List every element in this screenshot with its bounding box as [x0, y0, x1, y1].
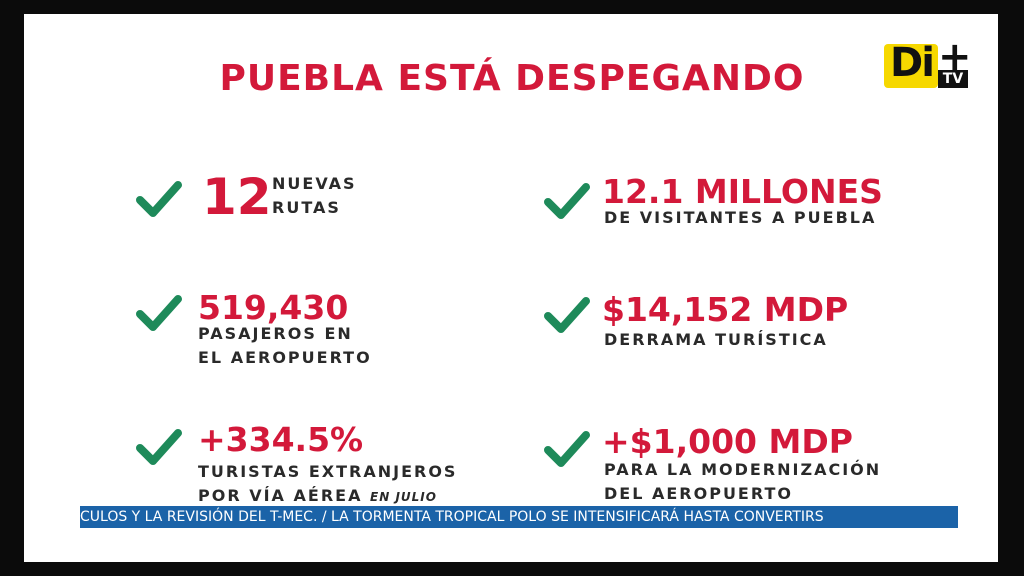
logo-badge	[884, 44, 938, 88]
stat-modernizacion-label-1: PARA LA MODERNIZACIÓN	[604, 460, 882, 479]
stat-turistas-note: EN JULIO	[370, 490, 437, 504]
stat-turistas-label-1: TURISTAS EXTRANJEROS	[198, 462, 458, 481]
slide-background	[24, 14, 998, 562]
channel-logo: Di + TV	[884, 34, 974, 98]
stat-turistas-label-2: POR VÍA AÉREA EN JULIO	[198, 484, 437, 509]
stat-pasajeros-label-2: EL AEROPUERTO	[198, 348, 372, 367]
stat-turistas-label-2-text: POR VÍA AÉREA	[198, 486, 363, 505]
stat-rutas-number: 12	[202, 168, 272, 226]
check-icon	[544, 431, 590, 467]
check-icon	[136, 181, 182, 217]
stat-derrama-label: DERRAMA TURÍSTICA	[604, 330, 828, 349]
page-title: PUEBLA ESTÁ DESPEGANDO	[219, 58, 805, 99]
check-icon	[544, 297, 590, 333]
stat-visitantes-number: 12.1 MILLONES	[602, 172, 883, 211]
stat-derrama-number: $14,152 MDP	[602, 290, 849, 329]
stat-turistas-number: +334.5%	[198, 420, 364, 459]
check-icon	[136, 429, 182, 465]
stat-rutas-label-1: NUEVAS	[272, 174, 357, 193]
stat-modernizacion-number: +$1,000 MDP	[602, 422, 853, 461]
stat-pasajeros-number: 519,430	[198, 288, 349, 327]
stat-visitantes-label: DE VISITANTES A PUEBLA	[604, 208, 877, 227]
logo-tv-text: TV	[938, 70, 968, 88]
news-ticker: CULOS Y LA REVISIÓN DEL T-MEC. / LA TORM…	[80, 506, 958, 528]
stat-rutas-label-2: RUTAS	[272, 198, 341, 217]
stat-pasajeros-label-1: PASAJEROS EN	[198, 324, 353, 343]
stat-modernizacion-label-2: DEL AEROPUERTO	[604, 484, 793, 503]
check-icon	[544, 183, 590, 219]
check-icon	[136, 295, 182, 331]
logo-di-text: Di	[890, 40, 935, 86]
